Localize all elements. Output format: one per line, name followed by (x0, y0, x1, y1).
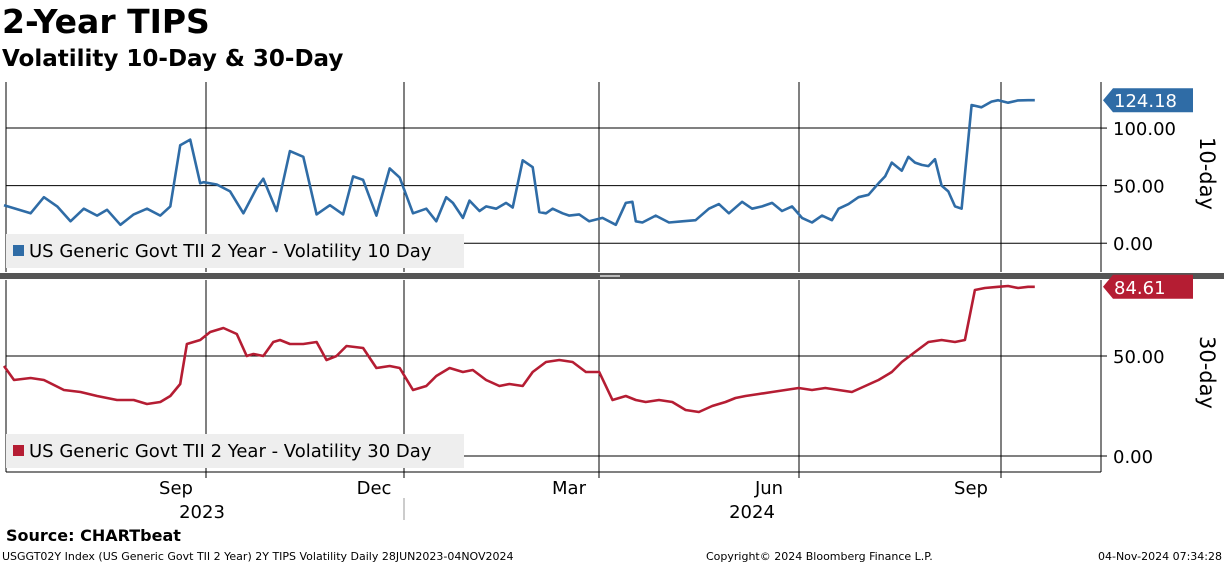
x-axis: Sep Dec Mar Jun Sep 2023 2024 (6, 471, 1101, 520)
x-tick-label: Dec (357, 478, 392, 499)
x-year-label: 2024 (729, 502, 775, 520)
chart-title: 2-Year TIPS (2, 2, 210, 41)
panel-frames (0, 82, 1224, 472)
legend-box-10 (6, 234, 464, 268)
last-value-tag-10 (1103, 88, 1193, 113)
source-note: Source: CHARTbeat (6, 526, 181, 545)
y-tick-label: 50.00 (1113, 347, 1165, 368)
chart-subtitle: Volatility 10-Day & 30-Day (2, 46, 344, 72)
y-axis-label: 10-day (1195, 137, 1219, 210)
x-tick-label: Mar (552, 478, 587, 499)
series-line-30-day (2, 284, 1035, 414)
y-tick-labels: 0.00 50.00 100.00 10-day 0.00 50.00 30-day (1113, 119, 1219, 468)
legends: US Generic Govt TII 2 Year - Volatility … (6, 234, 464, 468)
last-value-tag-30 (1103, 274, 1193, 299)
last-value-label-10: 124.18 (1114, 91, 1177, 112)
y-tick-label: 0.00 (1113, 447, 1153, 468)
last-value-label-30: 84.61 (1114, 278, 1166, 299)
legend-swatch-30 (13, 445, 24, 456)
x-tick-label: Sep (159, 478, 193, 499)
footer-description: USGGT02Y Index (US Generic Govt TII 2 Ye… (2, 550, 514, 563)
footer-copyright: Copyright© 2024 Bloomberg Finance L.P. (706, 550, 933, 563)
y-axis-label: 30-day (1195, 336, 1219, 409)
legend-swatch-10 (13, 245, 24, 256)
separator-grip (600, 275, 620, 277)
x-year-label: 2023 (179, 502, 225, 520)
legend-label-30: US Generic Govt TII 2 Year - Volatility … (29, 441, 432, 462)
last-value-tags: 124.18 84.61 (1103, 88, 1193, 299)
chart-area: 0.00 50.00 100.00 10-day 0.00 50.00 30-day US … (0, 82, 1224, 520)
y-tick-label: 0.00 (1113, 234, 1153, 255)
y-tick-label: 100.00 (1113, 119, 1176, 140)
x-tick-label: Sep (954, 478, 988, 499)
series-lines (2, 98, 1035, 414)
y-tick-label: 50.00 (1113, 177, 1165, 198)
footer-timestamp: 04-Nov-2024 07:34:28 (1097, 550, 1222, 563)
legend-box-30 (6, 434, 464, 468)
series-line-10-day (3, 98, 1035, 227)
x-tick-label: Jun (754, 478, 783, 499)
legend-label-10: US Generic Govt TII 2 Year - Volatility … (29, 241, 432, 262)
